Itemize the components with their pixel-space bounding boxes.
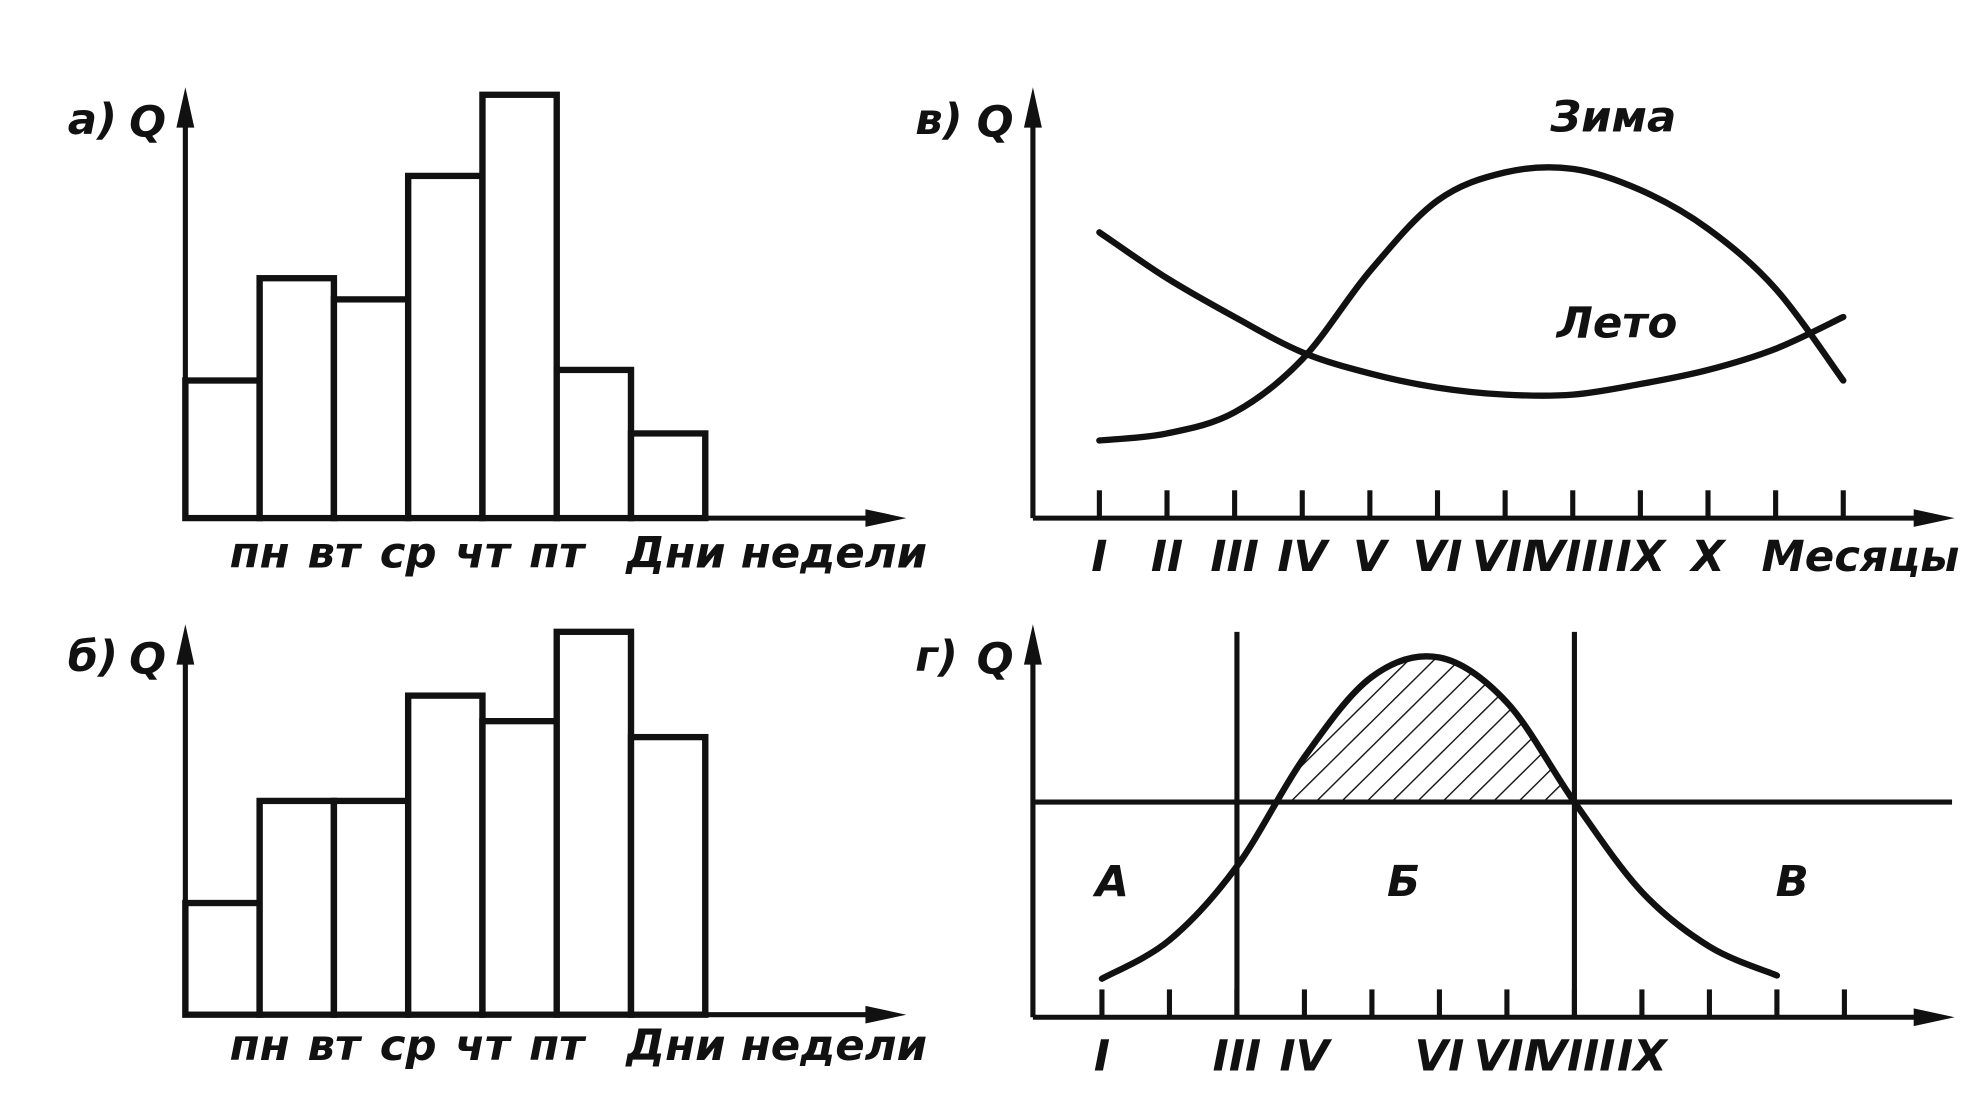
- x-tick-label: V: [1353, 532, 1390, 582]
- bar: [256, 797, 338, 1018]
- hatched-area: [1276, 656, 1575, 803]
- x-tick-label: IX: [1617, 1032, 1669, 1082]
- zone-label: В: [1776, 857, 1809, 907]
- bar: [330, 797, 412, 1018]
- bar: [330, 296, 412, 522]
- x-axis-label: Дни недели: [624, 1021, 927, 1071]
- x-tick-label: чт: [455, 1021, 513, 1071]
- x-tick-label: пн: [230, 529, 290, 579]
- y-arrow: [176, 87, 195, 128]
- x-axis-label: Месяцы: [1762, 532, 1960, 582]
- x-tick-label: VI: [1413, 532, 1463, 582]
- x-tick-label: чт: [455, 529, 513, 579]
- bar: [553, 628, 635, 1018]
- x-tick-label: VIII: [1532, 532, 1614, 582]
- x-tick-label: III: [1213, 1032, 1262, 1082]
- bar: [627, 733, 709, 1018]
- zone-label: Б: [1387, 857, 1420, 907]
- x-arrow: [865, 1005, 907, 1024]
- bar: [553, 366, 635, 522]
- x-tick-label: пт: [529, 1021, 587, 1071]
- x-tick-label: III: [1210, 532, 1259, 582]
- zone-label: А: [1092, 857, 1129, 907]
- x-tick-label: ср: [380, 1021, 437, 1071]
- line-series: [1096, 164, 1847, 444]
- line-series: [1098, 653, 1781, 982]
- x-tick-label: VI: [1415, 1032, 1465, 1082]
- x-arrow: [1913, 509, 1955, 527]
- x-tick-label: ср: [380, 529, 437, 579]
- y-axis-label: Q: [977, 635, 1014, 685]
- x-arrow: [1913, 1008, 1955, 1027]
- x-tick-label: VIII: [1533, 1032, 1615, 1082]
- bar: [627, 430, 709, 522]
- x-tick-label: вт: [308, 529, 364, 579]
- panel-label: б): [68, 632, 118, 682]
- x-tick-label: пн: [230, 1021, 290, 1071]
- series-label: Зима: [1549, 93, 1676, 143]
- x-tick-label: I: [1091, 532, 1107, 582]
- x-arrow: [865, 509, 907, 527]
- bar: [404, 172, 486, 522]
- panel: б) Q Дни недели пн вт ср чт пт: [68, 624, 927, 1071]
- y-arrow: [1023, 87, 1042, 128]
- x-tick-label: вт: [308, 1021, 364, 1071]
- bar: [256, 275, 338, 522]
- bar: [404, 692, 486, 1018]
- x-tick-label: IV: [1280, 1032, 1333, 1082]
- panel-label: г): [915, 632, 958, 682]
- series-label: Лето: [1555, 299, 1678, 349]
- y-arrow: [176, 624, 195, 665]
- panel: а) Q Дни недели пн вт ср чт пт: [68, 87, 927, 578]
- x-tick-label: II: [1151, 532, 1183, 582]
- bar: [479, 717, 560, 1018]
- x-tick-label: X: [1688, 532, 1727, 582]
- y-arrow: [1023, 624, 1042, 665]
- x-tick-label: IV: [1277, 532, 1330, 582]
- x-tick-label: I: [1094, 1032, 1110, 1082]
- line-series: [1096, 229, 1847, 399]
- bar: [182, 899, 263, 1018]
- bar: [182, 377, 263, 522]
- panel-label: в): [915, 95, 962, 145]
- x-tick-label: VII: [1474, 1032, 1540, 1082]
- x-axis-label: Дни недели: [624, 529, 927, 579]
- bar: [479, 91, 560, 522]
- x-tick-label: VII: [1472, 532, 1538, 582]
- y-axis-label: Q: [129, 98, 166, 148]
- y-axis-label: Q: [129, 635, 166, 685]
- y-axis-label: Q: [977, 98, 1014, 148]
- panel-label: а): [68, 95, 117, 145]
- x-tick-label: IX: [1616, 532, 1668, 582]
- x-tick-label: пт: [529, 529, 587, 579]
